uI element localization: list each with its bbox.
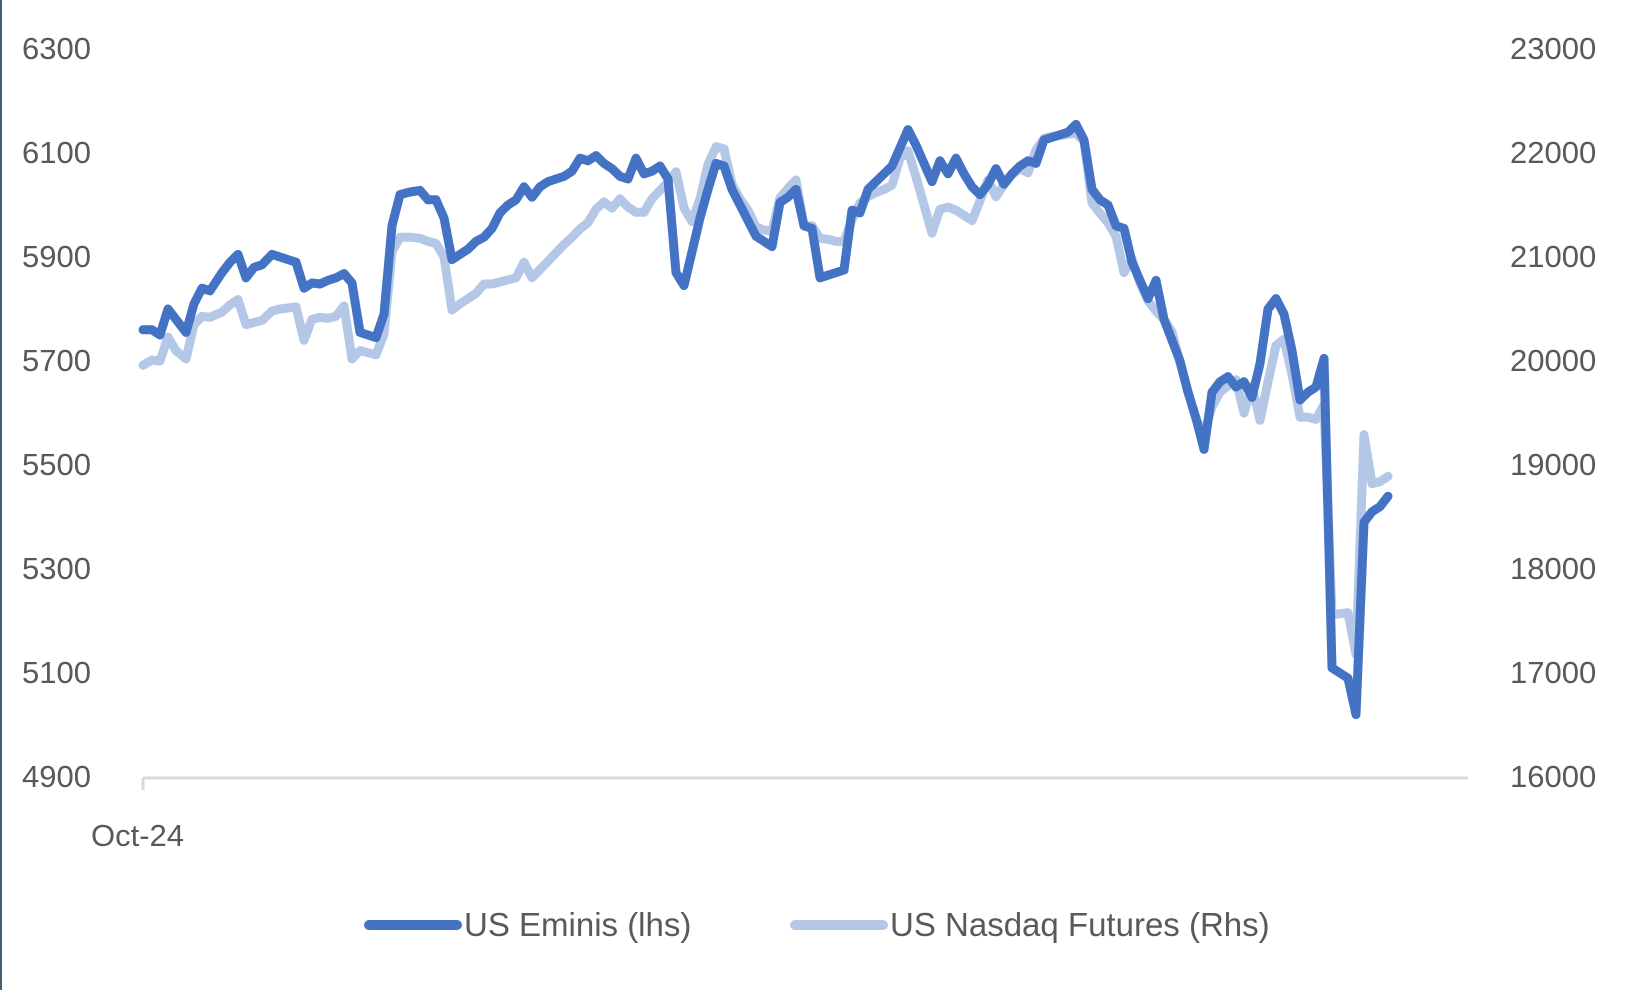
right-tick: 22000	[1510, 135, 1597, 170]
left-tick: 5100	[22, 655, 91, 690]
legend: US Eminis (lhs) US Nasdaq Futures (Rhs)	[0, 905, 1651, 945]
right-tick: 20000	[1510, 343, 1597, 378]
legend-label: US Nasdaq Futures (Rhs)	[890, 906, 1270, 943]
legend-swatch-nasdaq	[790, 920, 888, 930]
legend-label: US Eminis (lhs)	[464, 906, 692, 943]
x-tick-label: Oct-24	[91, 818, 185, 853]
right-tick: 19000	[1510, 447, 1597, 482]
left-tick: 5700	[22, 343, 91, 378]
left-tick: 4900	[22, 759, 91, 794]
window-left-border	[0, 0, 2, 990]
right-tick: 16000	[1510, 759, 1597, 794]
eminis-line	[138, 119, 1393, 720]
left-tick: 6300	[22, 31, 91, 66]
left-tick: 5900	[22, 239, 91, 274]
right-tick: 21000	[1510, 239, 1597, 274]
right-tick: 18000	[1510, 551, 1597, 586]
left-tick: 5500	[22, 447, 91, 482]
legend-item-eminis: US Eminis (lhs)	[364, 905, 691, 945]
left-tick: 6100	[22, 135, 91, 170]
right-tick: 23000	[1510, 31, 1597, 66]
legend-item-nasdaq: US Nasdaq Futures (Rhs)	[790, 905, 1270, 945]
nasdaq-futures-line	[138, 128, 1393, 659]
left-tick: 5300	[22, 551, 91, 586]
right-tick: 17000	[1510, 655, 1597, 690]
legend-swatch-eminis	[364, 920, 462, 930]
